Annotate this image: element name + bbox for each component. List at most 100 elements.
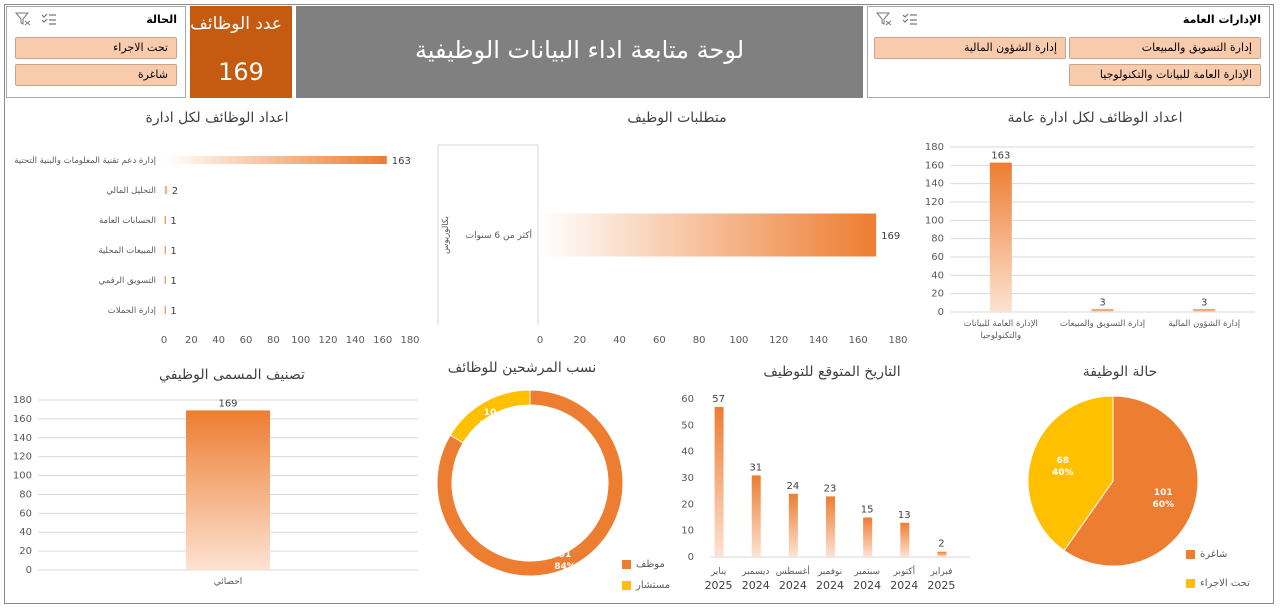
x-tick-label: 160 [849,335,868,346]
x-tick-label: 2025 [705,579,733,592]
slicer-item-vacant[interactable]: شاغرة [15,64,177,86]
chart-job-title-classification: 0 20 40 60 80 100 120 140 160 180 169 احصائي [13,395,418,587]
x-tick-label: والتكنولوجيا [980,331,1021,341]
x-tick-label: 40 [212,335,225,346]
x-tick-label: 60 [240,335,253,346]
x-tick-label: 80 [267,335,280,346]
legend-swatch [1186,550,1195,559]
data-label: 31 [749,462,762,473]
data-label: 169 [881,231,900,242]
x-tick-label: إدارة التسويق والمبيعات [1060,319,1145,329]
y-tick-label: 60 [931,252,944,263]
data-label: 3 [1201,297,1207,308]
chart-title-job-status: حالة الوظيفة [1082,364,1158,380]
y-tick-label: 0 [26,565,32,576]
jobs-count-card: عدد الوظائف 169 [190,6,292,98]
slicer-title: الإدارات العامة [1182,13,1261,26]
general-admin-slicer: الإدارات العامة إدارة التسويق والمبيعات … [867,6,1270,98]
y-tick-label: 30 [681,473,694,484]
x-tick-label: 120 [769,335,788,346]
chart-candidate-ratio: 51 84% 10 16% [436,389,624,577]
x-tick-label: 20 [185,335,198,346]
y-tick-label: 160 [925,160,944,171]
x-tick-label: 2024 [816,579,844,592]
y-tick-label: التسويق الرقمي [99,276,156,286]
data-label: 2 [938,539,944,550]
x-tick-label: الإدارة العامة للبيانات [964,319,1038,329]
x-tick-label: 180 [400,335,419,346]
data-label: 2 [172,186,178,197]
y-tick-label: 180 [925,142,944,153]
bar [540,213,877,257]
pie-slice [1063,395,1199,567]
y-tick-label: 40 [681,447,694,458]
slicer-item-data-technology[interactable]: الإدارة العامة للبيانات والتكنولوجيا [1069,64,1261,86]
x-tick-label: 120 [318,335,337,346]
data-label: 101 [1154,488,1173,498]
x-tick-label: 2024 [890,579,918,592]
multi-select-icon[interactable] [41,12,57,26]
data-label: 10 [484,408,497,418]
bar [751,475,761,557]
data-label: 3 [1099,297,1105,308]
x-tick-label: أغسطس [776,565,810,577]
bar [788,493,798,557]
chart-title-job-title-classification: تصنيف المسمى الوظيفي [159,367,305,383]
legend-candidate-consultant: مستشار [622,580,670,591]
status-slicer: الحالة تحت الاجراء شاغرة [6,6,186,98]
chart-jobs-per-admin: 0 20 40 60 80 100 120 140 160 180 163 إدارة دعم تقن… [14,156,420,346]
data-label: 169 [218,398,237,409]
clear-filter-icon[interactable] [15,12,31,26]
y-tick-label: 180 [13,395,32,406]
x-tick-label: أكتوبر [892,565,915,577]
x-tick-label: 2025 [927,579,955,592]
data-label: 68 [1056,456,1069,466]
x-tick-label: 2024 [853,579,881,592]
data-label: 1 [170,306,176,317]
bar [164,186,167,194]
dashboard-title-banner: لوحة متابعة اداء البيانات الوظيفية [296,6,863,98]
y-tick-label: 0 [688,552,694,563]
y-tick-label: 10 [681,526,694,537]
y-tick-label: 100 [13,471,32,482]
y-tick-label: 40 [931,270,944,281]
y-tick-label: 0 [938,307,944,318]
slicer-item-in-progress[interactable]: تحت الاجراء [15,37,177,59]
slicer-item-marketing-sales[interactable]: إدارة التسويق والمبيعات [1069,37,1261,59]
y-tick-label: 140 [925,179,944,190]
y-tick-label: 40 [19,527,32,538]
data-label: 163 [991,151,1010,162]
bar [1193,309,1216,312]
bar [164,246,166,254]
bar [989,162,1012,312]
data-label: 15 [861,505,874,516]
multi-select-icon[interactable] [902,12,918,26]
clear-filter-icon[interactable] [876,12,892,26]
x-tick-label: 180 [888,335,907,346]
pie-slice [1027,395,1114,552]
chart-job-requirements: بكالوريوس 0 20 40 60 80 100 120 140 160 180 169 أكثر… [437,144,908,346]
data-label: 60% [1152,500,1174,510]
x-tick-label: 40 [613,335,626,346]
legend-job-status-in-progress: تحت الاجراء [1186,578,1250,589]
x-tick-label: 140 [809,335,828,346]
data-label: 57 [712,394,725,405]
y-tick-label: 80 [931,234,944,245]
chart-title-jobs-per-admin: اعداد الوظائف لكل ادارة [145,110,289,126]
x-tick-label: سبتمبر [853,567,880,577]
x-tick-label: 60 [653,335,666,346]
y-tick-label: إدارة الحملات [108,306,156,316]
x-tick-label: 0 [161,335,167,346]
data-label: 84% [554,562,576,572]
data-label: 51 [559,550,572,560]
chart-title-candidate-ratio: نسب المرشحين للوظائف [447,360,597,376]
jobs-count-value: 169 [218,58,264,86]
chart-expected-hiring-date: 0 10 20 30 40 50 60 57 يناير 2025 31 ديسمبر 2024 24 أغ… [681,394,970,592]
x-tick-label: 2024 [779,579,807,592]
x-tick-label: إدارة الشؤون المالية [1168,319,1240,329]
y-tick-label: 60 [681,394,694,405]
y-tick-label: 120 [925,197,944,208]
slicer-item-financial-affairs[interactable]: إدارة الشؤون المالية [874,37,1066,59]
y-tick-label: إدارة دعم تقنية المعلومات والبنية التحتي… [14,156,156,166]
x-tick-label: 2024 [742,579,770,592]
